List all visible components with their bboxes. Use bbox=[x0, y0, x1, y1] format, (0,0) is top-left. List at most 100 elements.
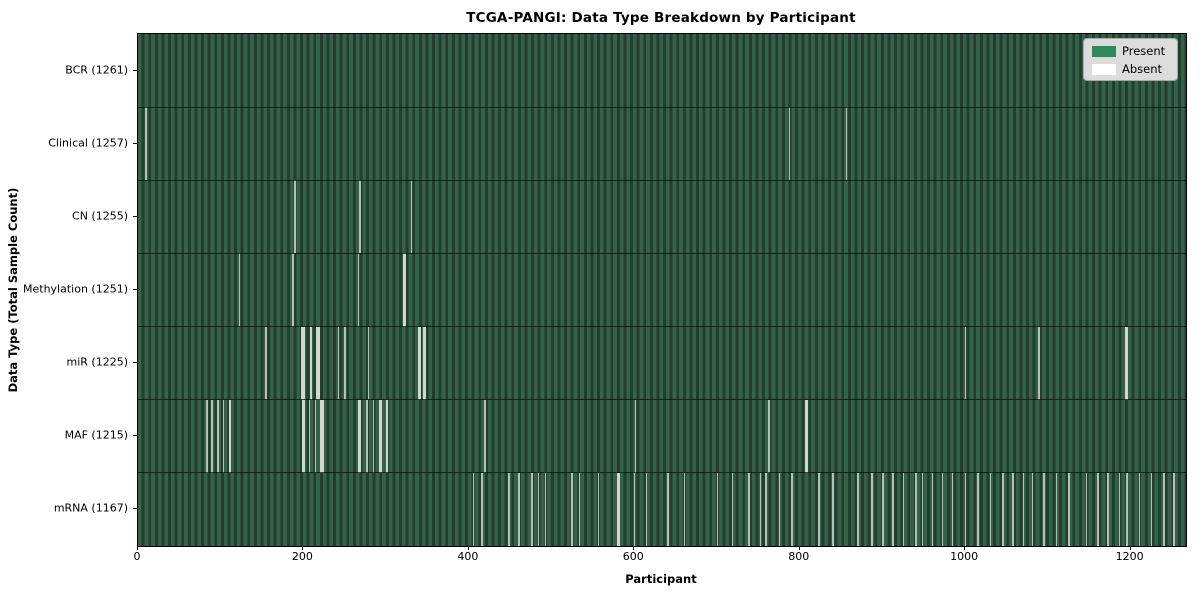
legend-label-absent: Absent bbox=[1122, 62, 1163, 76]
absent-mark bbox=[633, 472, 636, 546]
row-mrna bbox=[138, 472, 1186, 546]
absent-mark bbox=[537, 472, 540, 546]
row-separator bbox=[138, 179, 1186, 181]
row-clinical bbox=[138, 107, 1186, 181]
absent-mark bbox=[320, 399, 324, 473]
absent-mark bbox=[902, 472, 905, 546]
absent-mark bbox=[472, 472, 475, 546]
absent-mark bbox=[367, 326, 370, 400]
absent-mark bbox=[941, 472, 944, 546]
legend-label-present: Present bbox=[1122, 44, 1166, 58]
absent-mark bbox=[1107, 472, 1109, 546]
absent-mark bbox=[480, 472, 483, 546]
absent-mark bbox=[484, 399, 486, 473]
absent-mark bbox=[845, 107, 848, 181]
x-tick-label-800: 800 bbox=[788, 550, 810, 563]
absent-mark bbox=[748, 472, 750, 546]
absent-mark bbox=[211, 399, 213, 473]
absent-mark bbox=[1173, 472, 1175, 546]
absent-mark bbox=[667, 472, 669, 546]
absent-mark bbox=[1097, 472, 1099, 546]
absent-mark bbox=[716, 472, 719, 546]
absent-mark bbox=[977, 472, 979, 546]
absent-mark bbox=[882, 472, 884, 546]
absent-mark bbox=[731, 472, 734, 546]
absent-mark bbox=[832, 472, 834, 546]
absent-mark bbox=[964, 326, 967, 400]
y-tick-label-clinical: Clinical (1257) bbox=[48, 136, 128, 150]
y-tick-label-mir: miR (1225) bbox=[66, 355, 129, 369]
absent-mark bbox=[571, 472, 573, 546]
absent-mark bbox=[379, 399, 382, 473]
y-tick-mark bbox=[133, 142, 137, 144]
legend-item-present: Present bbox=[1084, 44, 1177, 58]
y-tick-mark bbox=[133, 508, 137, 510]
absent-mark bbox=[1138, 472, 1140, 546]
present-swatch bbox=[1092, 46, 1116, 57]
x-axis-label: Participant bbox=[625, 572, 697, 586]
absent-mark bbox=[634, 399, 637, 473]
y-tick-mark bbox=[133, 289, 137, 290]
absent-mark bbox=[578, 472, 581, 546]
absent-mark bbox=[759, 472, 762, 546]
row-bcr bbox=[138, 34, 1186, 107]
absent-mark bbox=[309, 326, 313, 400]
x-tick-mark bbox=[467, 546, 469, 550]
row-methylation bbox=[138, 253, 1186, 327]
absent-mark bbox=[518, 472, 520, 546]
absent-mark bbox=[597, 472, 599, 546]
absent-mark bbox=[293, 180, 296, 254]
row-separator bbox=[138, 399, 1186, 401]
absent-swatch bbox=[1092, 64, 1116, 75]
absent-mark bbox=[683, 472, 685, 546]
row-separator bbox=[138, 326, 1186, 328]
absent-mark bbox=[508, 472, 510, 546]
absent-mark bbox=[1126, 472, 1128, 546]
absent-mark bbox=[238, 253, 241, 327]
absent-mark bbox=[206, 399, 208, 473]
row-mir bbox=[138, 326, 1186, 400]
absent-mark bbox=[222, 399, 225, 473]
absent-mark bbox=[645, 472, 648, 546]
x-tick-mark bbox=[798, 546, 800, 550]
absent-mark bbox=[337, 326, 340, 400]
row-separator bbox=[138, 106, 1186, 108]
absent-mark bbox=[423, 326, 426, 400]
absent-mark bbox=[857, 472, 859, 546]
absent-mark bbox=[544, 472, 547, 546]
x-tick-mark bbox=[633, 546, 635, 550]
absent-mark bbox=[418, 326, 421, 400]
absent-mark bbox=[316, 326, 321, 400]
x-tick-label-600: 600 bbox=[622, 550, 644, 563]
absent-mark bbox=[344, 326, 347, 400]
row-separator bbox=[138, 472, 1186, 474]
absent-mark bbox=[989, 472, 992, 546]
absent-mark bbox=[921, 472, 924, 546]
plot-area bbox=[137, 33, 1187, 547]
y-tick-mark bbox=[133, 362, 137, 364]
absent-mark bbox=[228, 399, 232, 473]
absent-mark bbox=[778, 472, 781, 546]
absent-mark bbox=[805, 399, 808, 473]
x-tick-label-1200: 1200 bbox=[1115, 550, 1144, 563]
absent-mark bbox=[1011, 472, 1014, 546]
absent-mark bbox=[1118, 472, 1121, 546]
absent-mark bbox=[951, 472, 954, 546]
absent-mark bbox=[302, 399, 305, 473]
absent-mark bbox=[1150, 472, 1153, 546]
absent-mark bbox=[265, 326, 267, 400]
legend: Present Absent bbox=[1083, 38, 1178, 81]
absent-mark bbox=[365, 399, 368, 473]
x-tick-label-0: 0 bbox=[133, 550, 141, 563]
absent-mark bbox=[145, 107, 147, 181]
absent-mark bbox=[357, 253, 360, 327]
absent-mark bbox=[308, 399, 311, 473]
chart-title: TCGA-PANGI: Data Type Breakdown by Parti… bbox=[466, 10, 856, 26]
absent-mark bbox=[314, 399, 317, 473]
absent-mark bbox=[791, 472, 793, 546]
absent-mark bbox=[301, 326, 305, 400]
y-tick-mark bbox=[133, 435, 137, 437]
absent-mark bbox=[767, 399, 770, 473]
absent-mark bbox=[403, 253, 406, 327]
